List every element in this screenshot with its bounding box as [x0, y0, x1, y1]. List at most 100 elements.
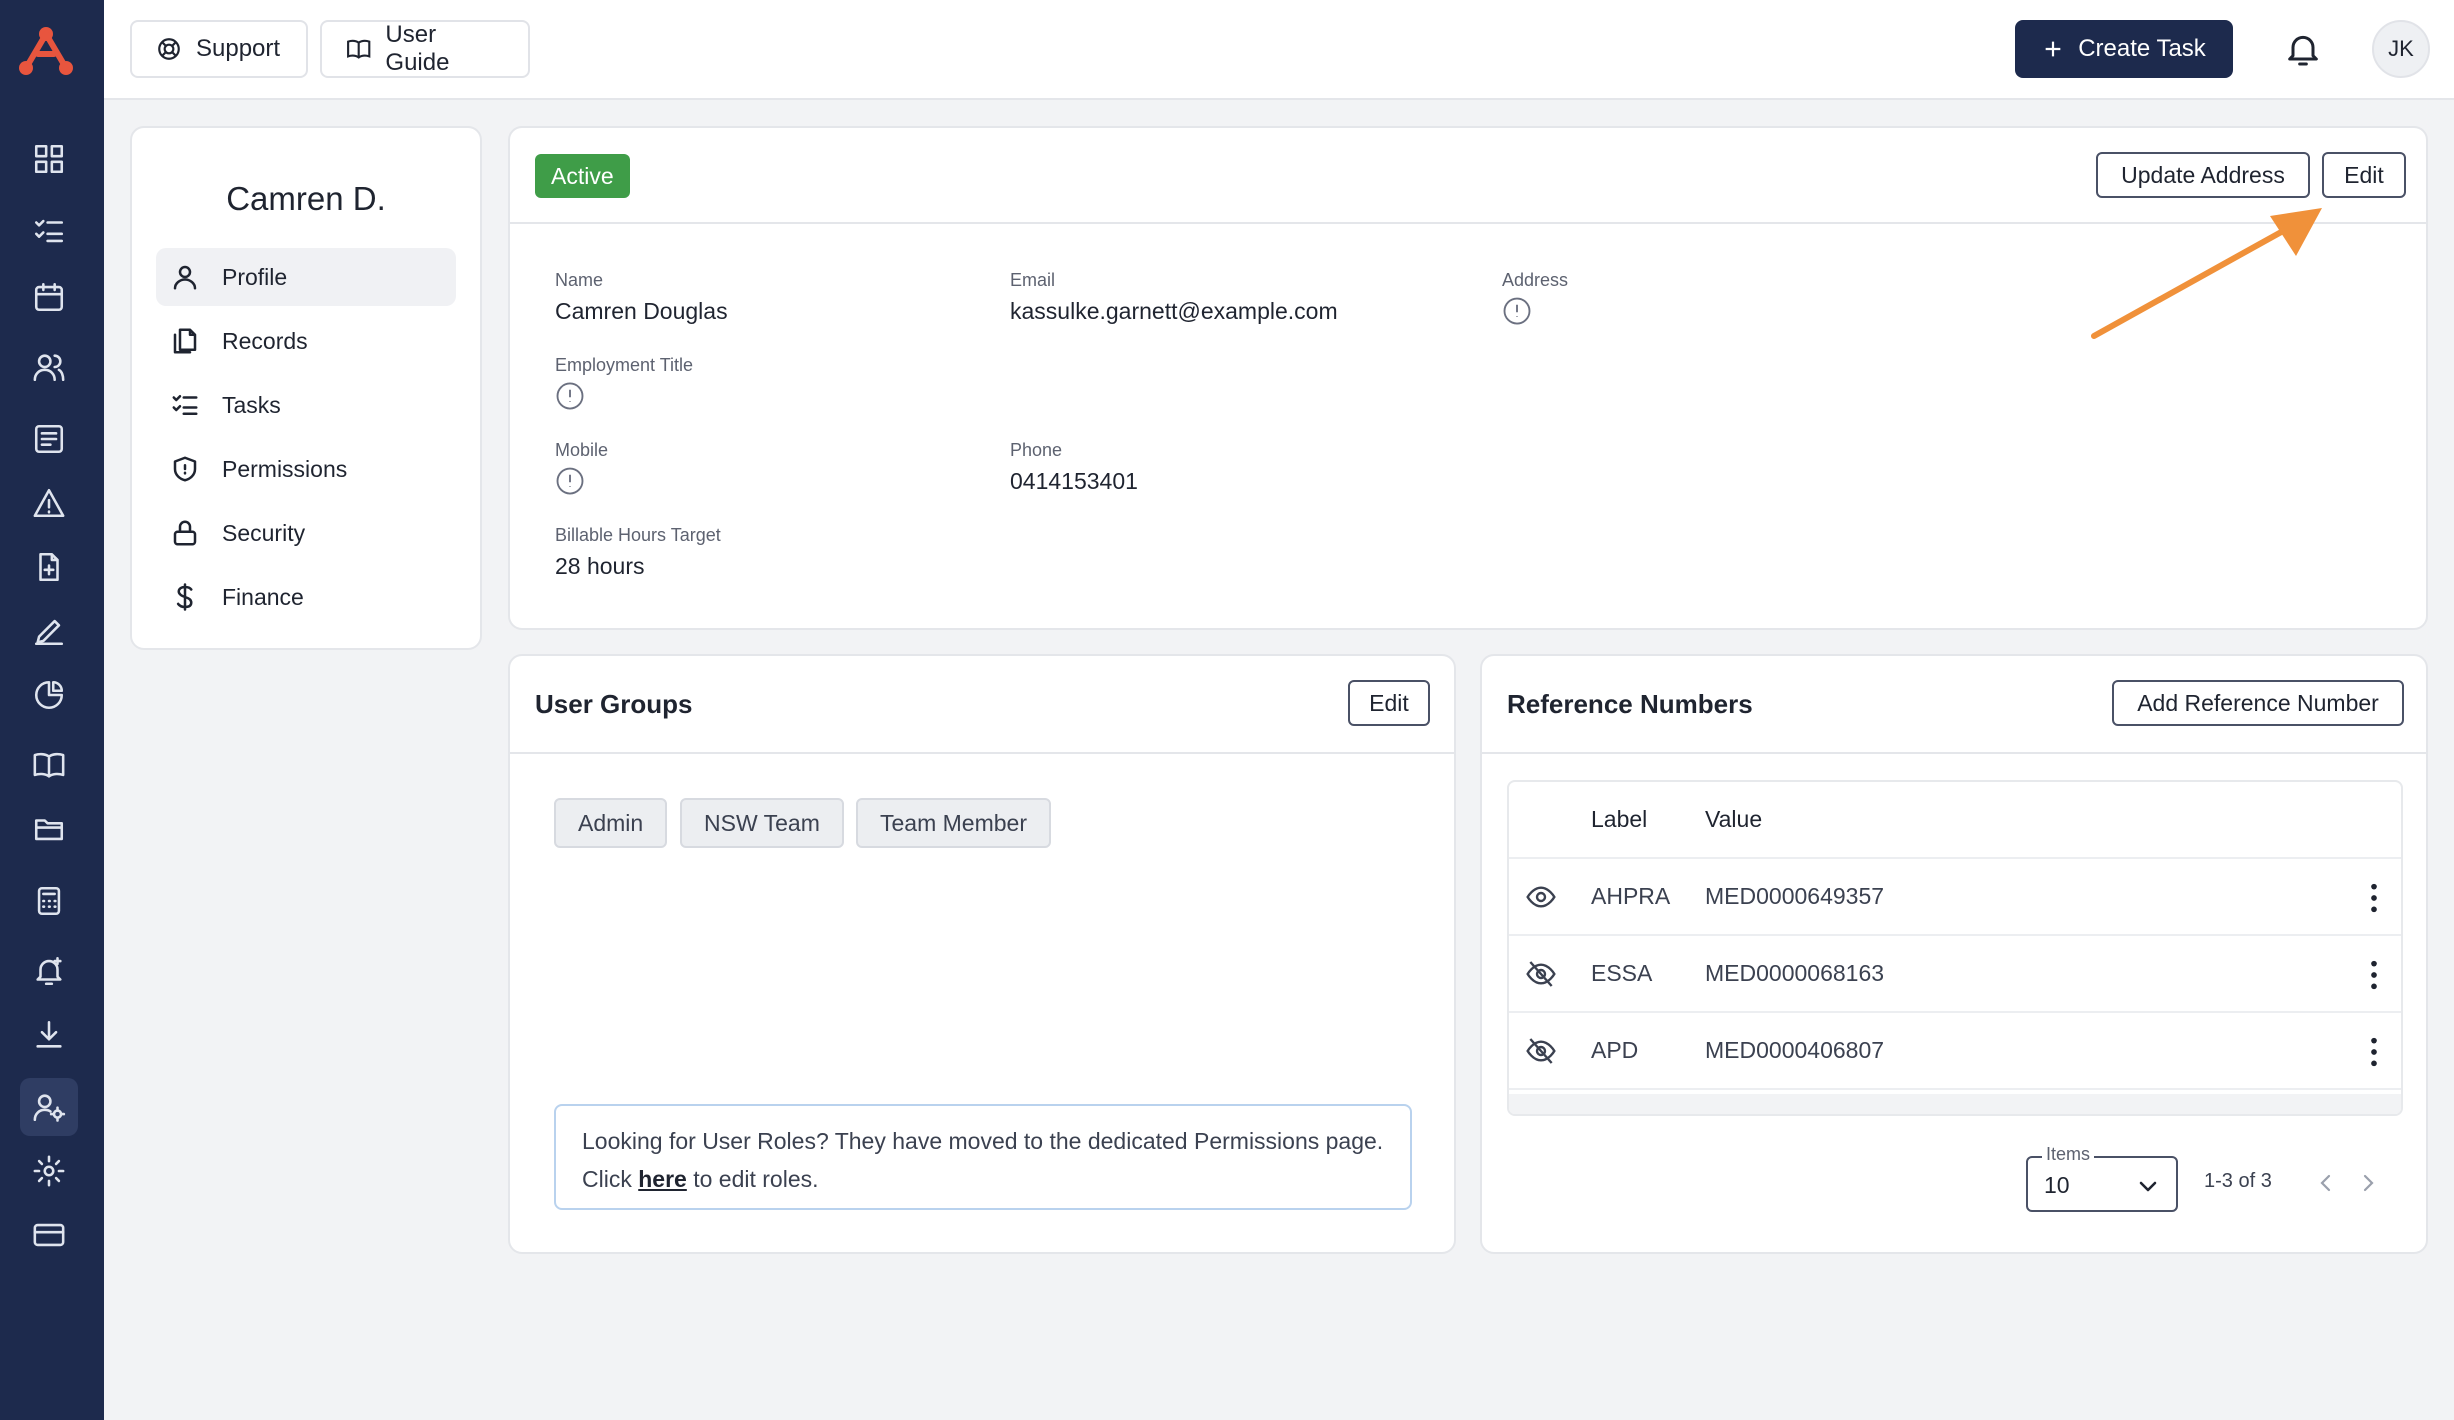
- profile-nav-label: Finance: [222, 583, 304, 610]
- reference-label: ESSA: [1591, 960, 1653, 986]
- edit-groups-button[interactable]: Edit: [1348, 680, 1430, 726]
- calculator-icon[interactable]: [20, 872, 78, 930]
- reference-table: Label Value AHPRA MED0000649357 ESSA MED…: [1507, 780, 2403, 1116]
- user-groups-header: User Groups Edit: [510, 656, 1454, 754]
- more-options-icon[interactable]: [2367, 1035, 2381, 1069]
- bell-plus-icon[interactable]: [20, 942, 78, 1000]
- reference-value: MED0000406807: [1705, 1037, 1885, 1063]
- items-per-page-select[interactable]: Items 10: [2026, 1144, 2178, 1212]
- user-icon: [173, 265, 197, 290]
- profile-nav-item-tasks[interactable]: Tasks: [156, 376, 456, 434]
- book-icon: [347, 39, 371, 59]
- users-icon[interactable]: [20, 338, 78, 396]
- billable-hours-label: Billable Hours Target: [555, 525, 721, 545]
- profile-nav-item-records[interactable]: Records: [156, 312, 456, 370]
- eye-icon[interactable]: [1525, 881, 1557, 913]
- lock-icon: [173, 520, 197, 546]
- status-badge: Active: [535, 154, 630, 198]
- folder-icon[interactable]: [20, 800, 78, 858]
- avatar[interactable]: JK: [2372, 20, 2430, 78]
- name-value: Camren Douglas: [555, 298, 728, 324]
- add-reference-number-button[interactable]: Add Reference Number: [2112, 680, 2404, 726]
- pie-chart-icon[interactable]: [20, 666, 78, 724]
- reference-numbers-card: Reference Numbers Add Reference Number L…: [1480, 654, 2428, 1254]
- column-header-label: Label: [1591, 806, 1648, 832]
- notification-bell-icon[interactable]: [2283, 28, 2323, 70]
- reference-numbers-title: Reference Numbers: [1507, 689, 1753, 719]
- profile-nav-label: Security: [222, 519, 306, 546]
- group-tag: NSW Team: [680, 798, 844, 848]
- alert-triangle-icon[interactable]: [20, 474, 78, 532]
- calendar-icon[interactable]: [20, 268, 78, 326]
- files-icon: [173, 328, 197, 354]
- table-footer: [1509, 1094, 2401, 1114]
- chevron-right-icon[interactable]: [2356, 1170, 2380, 1196]
- group-tag: Admin: [554, 798, 668, 848]
- create-task-label: Create Task: [2078, 35, 2206, 62]
- gear-icon[interactable]: [20, 1142, 78, 1200]
- support-label: Support: [196, 35, 281, 62]
- table-row: AHPRA MED0000649357: [1509, 859, 2401, 936]
- user-groups-title: User Groups: [535, 689, 693, 719]
- reference-value: MED0000068163: [1705, 960, 1885, 986]
- tasks-list-icon[interactable]: [20, 202, 78, 260]
- lifebuoy-icon: [158, 38, 180, 60]
- empty-value-icon: [1503, 297, 1531, 325]
- notice-suffix: to edit roles.: [686, 1166, 819, 1192]
- table-row: APD MED0000406807: [1509, 1013, 2401, 1090]
- profile-nav-item-permissions[interactable]: Permissions: [156, 440, 456, 498]
- app-logo-icon[interactable]: [16, 24, 76, 80]
- user-roles-notice: Looking for User Roles? They have moved …: [554, 1104, 1412, 1210]
- permissions-link[interactable]: here: [638, 1166, 687, 1192]
- profile-nav-card: Camren D. Profile Records Tasks Permissi…: [130, 126, 482, 650]
- chevron-left-icon[interactable]: [2314, 1170, 2338, 1196]
- reference-label: APD: [1591, 1037, 1639, 1063]
- create-task-button[interactable]: Create Task: [2015, 20, 2233, 78]
- signature-icon[interactable]: [20, 602, 78, 660]
- update-address-button[interactable]: Update Address: [2096, 152, 2310, 198]
- profile-nav-label: Tasks: [222, 391, 281, 418]
- credit-card-icon[interactable]: [20, 1206, 78, 1264]
- more-options-icon[interactable]: [2367, 958, 2381, 992]
- column-header-value: Value: [1705, 806, 1763, 832]
- email-label: Email: [1010, 270, 1056, 290]
- profile-nav-item-finance[interactable]: Finance: [156, 568, 456, 626]
- dashboard-icon[interactable]: [20, 130, 78, 188]
- user-settings-icon[interactable]: [20, 1078, 78, 1136]
- support-button[interactable]: Support: [130, 20, 308, 78]
- user-guide-label: User Guide: [385, 21, 450, 76]
- user-groups-card: User Groups Edit Admin NSW Team Team Mem…: [508, 654, 1456, 1254]
- user-guide-button[interactable]: User Guide: [320, 20, 530, 78]
- plus-icon: [2045, 41, 2061, 57]
- document-add-icon[interactable]: [20, 538, 78, 596]
- address-label: Address: [1502, 270, 1569, 290]
- profile-nav-item-security[interactable]: Security: [156, 504, 456, 562]
- book-icon[interactable]: [20, 736, 78, 794]
- eye-off-icon[interactable]: [1525, 958, 1557, 990]
- eye-off-icon[interactable]: [1525, 1035, 1557, 1067]
- avatar-initials: JK: [2388, 36, 2414, 61]
- app-sidebar: [0, 0, 104, 1420]
- chevron-down-icon: [2139, 1181, 2157, 1192]
- checklist-icon: [172, 395, 198, 415]
- profile-nav-label: Records: [222, 327, 308, 354]
- mobile-label: Mobile: [555, 440, 609, 460]
- profile-nav-label: Profile: [222, 263, 288, 290]
- phone-label: Phone: [1010, 440, 1063, 460]
- items-per-page-value: 10: [2044, 1172, 2070, 1198]
- records-icon[interactable]: [20, 410, 78, 468]
- profile-name: Camren D.: [226, 180, 386, 217]
- user-details-card: Active Update Address Edit Name Camren D…: [508, 126, 2428, 630]
- edit-details-button[interactable]: Edit: [2322, 152, 2406, 198]
- annotation-arrow-icon: [2091, 208, 2322, 339]
- dollar-icon: [176, 583, 193, 611]
- phone-value: 0414153401: [1010, 468, 1138, 494]
- shield-icon: [173, 456, 197, 482]
- empty-value-icon: [556, 382, 584, 410]
- group-tag: Team Member: [856, 798, 1051, 848]
- more-options-icon[interactable]: [2367, 881, 2381, 915]
- empty-value-icon: [556, 467, 584, 495]
- download-icon[interactable]: [20, 1006, 78, 1064]
- profile-nav-item-profile[interactable]: Profile: [156, 248, 456, 306]
- employment-title-label: Employment Title: [555, 355, 694, 375]
